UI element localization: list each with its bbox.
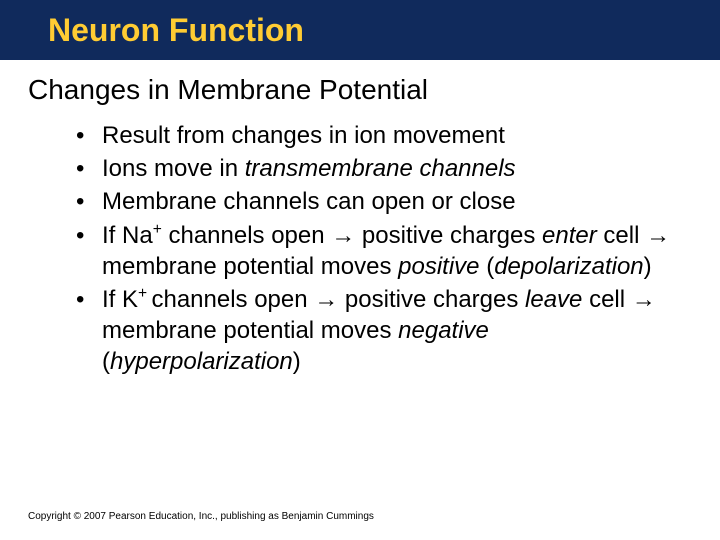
section-heading: Changes in Membrane Potential [28,74,692,106]
content-area: Changes in Membrane Potential Result fro… [0,60,720,378]
bullet-item: If K+ channels open → positive charges l… [76,284,692,378]
bullet-item: Ions move in transmembrane channels [76,153,692,184]
bullet-item: If Na+ channels open → positive charges … [76,220,692,282]
bullet-list: Result from changes in ion movementIons … [28,120,692,378]
slide-title: Neuron Function [48,12,304,49]
copyright-footer: Copyright © 2007 Pearson Education, Inc.… [28,511,374,522]
bullet-item: Membrane channels can open or close [76,186,692,217]
title-bar: Neuron Function [0,0,720,60]
bullet-item: Result from changes in ion movement [76,120,692,151]
